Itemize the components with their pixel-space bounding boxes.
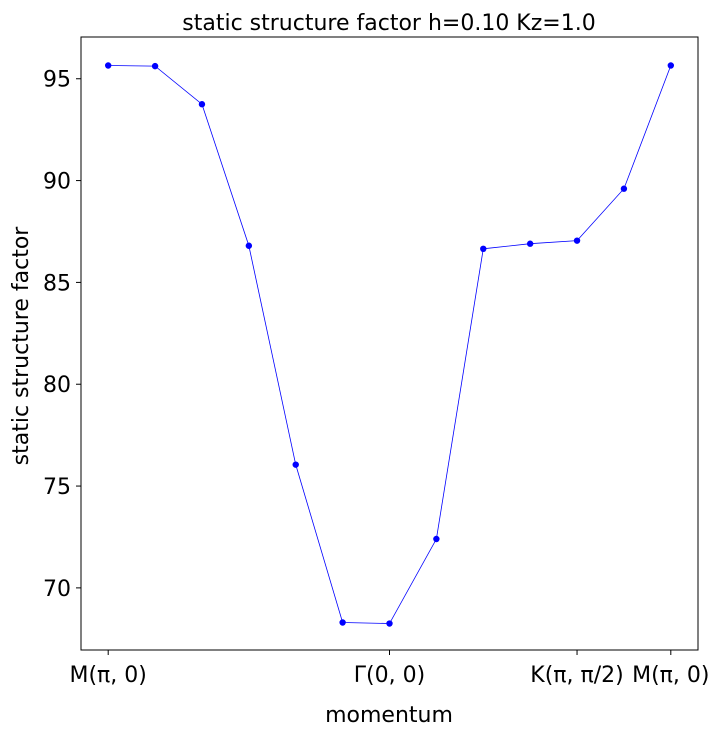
y-tick-label: 80: [43, 373, 71, 398]
x-tick-label: K(π, π/2): [530, 663, 623, 688]
series-layer: [104, 62, 675, 627]
x-tick-label: M(π, 0): [632, 663, 709, 688]
x-tick-label: M(π, 0): [69, 663, 146, 688]
data-point: [433, 535, 440, 543]
data-point: [480, 245, 487, 252]
x-axis-label: momentum: [325, 703, 453, 728]
x-axis: M(π, 0) Γ(0, 0) K(π, π/2) M(π, 0): [69, 650, 710, 688]
data-point: [386, 620, 393, 627]
data-point: [526, 240, 534, 247]
data-point: [292, 461, 299, 468]
data-point: [198, 101, 206, 108]
y-tick-label: 85: [43, 271, 71, 296]
data-point: [620, 185, 628, 192]
data-point: [573, 237, 581, 244]
x-tick-label: Γ(0, 0): [354, 663, 425, 688]
y-tick-label: 90: [43, 170, 71, 195]
data-point: [151, 62, 159, 70]
data-point: [245, 242, 253, 249]
y-axis: 70 75 80 85 90 95: [43, 68, 81, 602]
chart-title: static structure factor h=0.10 Kz=1.0: [182, 11, 595, 36]
data-point: [667, 62, 675, 69]
y-tick-label: 95: [43, 68, 71, 93]
y-tick-label: 70: [43, 577, 71, 602]
y-axis-label: static structure factor: [9, 226, 34, 466]
data-point: [339, 619, 346, 626]
plot-area: [80, 36, 699, 651]
y-tick-label: 75: [43, 475, 71, 500]
data-point: [104, 62, 112, 69]
series-line: [108, 65, 672, 624]
